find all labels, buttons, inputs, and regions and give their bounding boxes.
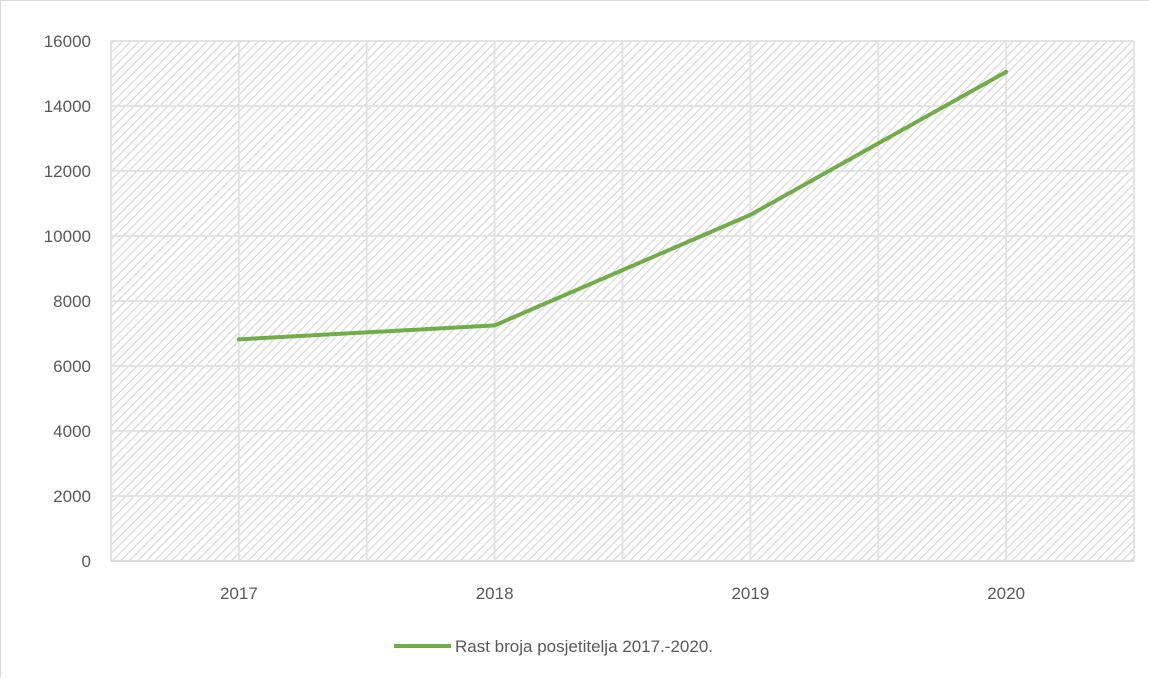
y-tick-label: 10000 xyxy=(44,227,91,246)
y-tick-label: 14000 xyxy=(44,97,91,116)
x-tick-label: 2019 xyxy=(731,584,769,603)
legend: Rast broja posjetitelja 2017.-2020. xyxy=(394,637,713,656)
x-tick-label: 2018 xyxy=(476,584,514,603)
y-tick-label: 6000 xyxy=(53,357,91,376)
y-axis-ticks: 0 2000 4000 6000 8000 10000 12000 14000 16000 xyxy=(44,32,91,571)
x-axis-ticks: 2017 2018 2019 2020 xyxy=(220,584,1025,603)
y-tick-label: 8000 xyxy=(53,292,91,311)
y-tick-label: 12000 xyxy=(44,162,91,181)
legend-label: Rast broja posjetitelja 2017.-2020. xyxy=(455,637,713,656)
x-tick-label: 2017 xyxy=(220,584,258,603)
y-tick-label: 16000 xyxy=(44,32,91,51)
y-tick-label: 2000 xyxy=(53,487,91,506)
y-tick-label: 4000 xyxy=(53,422,91,441)
y-tick-label: 0 xyxy=(82,552,91,571)
x-tick-label: 2020 xyxy=(987,584,1025,603)
